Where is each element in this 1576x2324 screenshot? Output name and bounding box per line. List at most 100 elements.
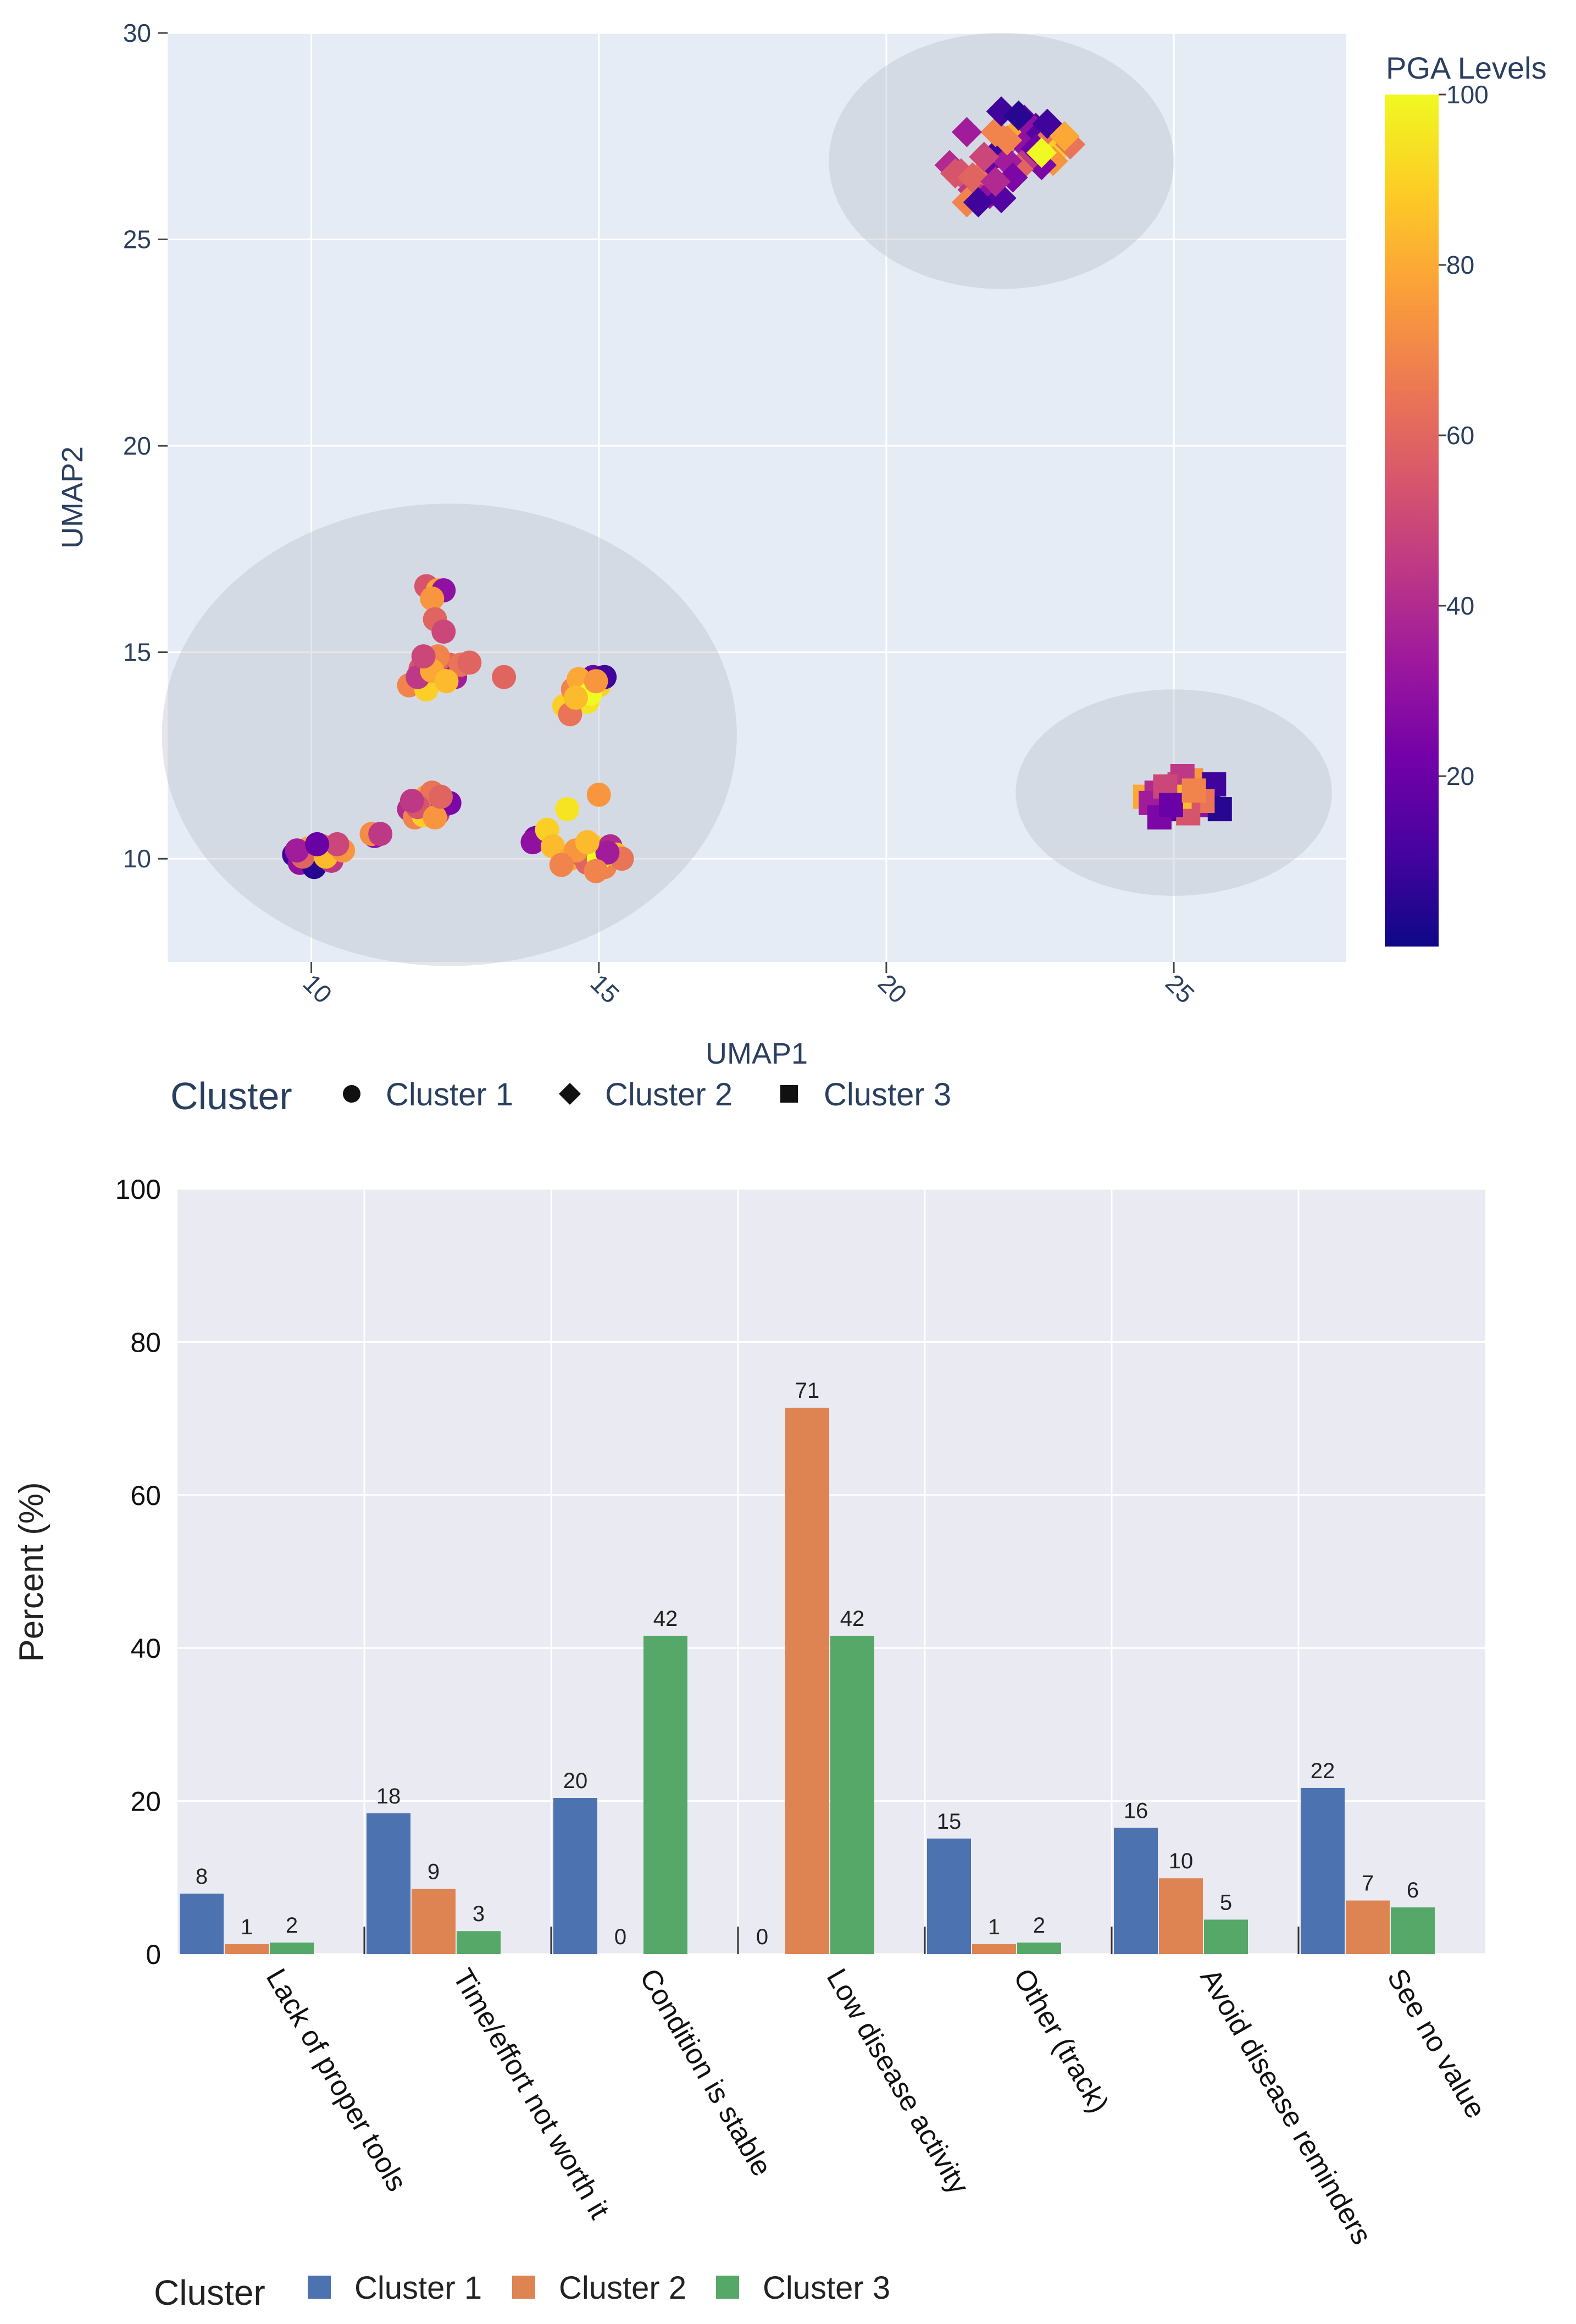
cluster-1-point <box>584 859 608 883</box>
bar-value-label: 1 <box>988 1915 1000 1939</box>
bar-legend-cluster-3: Cluster 3 <box>763 2270 890 2306</box>
bar-cluster-3 <box>830 1635 874 1954</box>
colorbar-tick-label: 20 <box>1446 762 1474 790</box>
bar-cluster-1 <box>1301 1788 1345 1954</box>
bar-value-label: 1 <box>241 1915 253 1939</box>
bar-cluster-3 <box>1017 1943 1061 1954</box>
bar-legend-title: Cluster <box>154 2273 265 2312</box>
bar-cluster-2 <box>785 1408 829 1954</box>
cluster-1-point <box>492 665 517 689</box>
bar-value-label: 5 <box>1220 1890 1232 1914</box>
scatter-y-tick-label: 20 <box>123 431 151 460</box>
bar-category-labels: Lack of proper tools Time/effort not wort… <box>260 1963 1492 2250</box>
bar-value-label: 6 <box>1407 1878 1419 1902</box>
cluster-1-point <box>429 784 453 809</box>
bar-x-ticks <box>363 1927 1300 1954</box>
scatter-legend-cluster-1: Cluster 1 <box>386 1077 513 1113</box>
cluster-1-point <box>586 782 611 807</box>
cluster-2-point <box>963 187 994 218</box>
cluster-2-point <box>969 141 1000 172</box>
cluster-1-point <box>305 832 330 856</box>
cluster-1-point <box>541 834 565 859</box>
cluster-3-point <box>1158 793 1183 817</box>
cluster-1-point <box>457 650 482 675</box>
bar-cluster-1 <box>1114 1828 1158 1954</box>
bar-cluster-2 <box>1346 1900 1390 1954</box>
bar-value-label: 8 <box>196 1864 208 1889</box>
scatter-x-tick-label: 10 <box>297 969 337 1009</box>
cluster-1-point <box>411 644 436 669</box>
bar-cluster-3 <box>270 1943 314 1954</box>
cluster-1-point <box>368 822 393 846</box>
cluster-2-point <box>1049 121 1080 152</box>
bar-cluster-2 <box>225 1944 269 1954</box>
bar-value-label: 2 <box>286 1913 298 1938</box>
cluster-1-point <box>584 669 608 694</box>
legend-cluster-2-diamond-icon <box>559 1083 581 1105</box>
cluster-2-point <box>951 117 982 147</box>
cluster-1-point <box>285 838 309 863</box>
bar-value-label: 9 <box>428 1860 440 1884</box>
bar-value-label: 18 <box>376 1784 401 1808</box>
scatter-y-ticks: 10 15 20 25 30 <box>123 19 168 873</box>
scatter-gridlines <box>168 32 1346 962</box>
bar-cluster-1 <box>927 1838 971 1954</box>
scatter-x-tick-label: 25 <box>1160 969 1200 1009</box>
cluster-2-point <box>1003 100 1034 131</box>
scatter-y-tick-label: 10 <box>123 844 151 873</box>
bar-cluster-2 <box>972 1944 1016 1954</box>
bar-value-labels: 8 18 20 0 15 16 22 1 9 0 71 1 10 7 2 3 42 42 2 5 6 <box>196 1379 1419 1949</box>
cluster-1-point <box>434 669 459 694</box>
scatter-x-tick-label: 15 <box>585 969 625 1009</box>
bar-cluster-2 <box>412 1889 456 1954</box>
cluster-1-point <box>555 797 580 822</box>
bar-cluster-3 <box>1391 1907 1435 1954</box>
cluster-1-point <box>431 619 456 644</box>
colorbar-ticks: 20 40 60 80 100 <box>1439 80 1489 790</box>
bar-value-label: 0 <box>614 1925 626 1949</box>
colorbar-tick-label: 60 <box>1446 421 1474 450</box>
legend-cluster-3-square-icon <box>780 1085 798 1103</box>
bar-cluster-1 <box>367 1813 410 1954</box>
bar-cluster-3 <box>1204 1919 1248 1954</box>
bar-value-label: 15 <box>937 1810 962 1834</box>
bar-category-label: Lack of proper tools <box>260 1963 413 2197</box>
bar-category-label: Condition is stable <box>634 1963 778 2182</box>
bar-value-label: 3 <box>473 1902 485 1926</box>
bar-cluster-3 <box>643 1635 687 1954</box>
bar-value-label: 42 <box>840 1607 865 1631</box>
bar-cluster-1 <box>180 1894 224 1954</box>
bar-value-label: 42 <box>653 1607 678 1631</box>
cluster-2-point <box>957 162 988 193</box>
bar-value-label: 20 <box>563 1769 588 1793</box>
colorbar-tick-label: 80 <box>1446 251 1474 279</box>
cluster-2-point <box>992 125 1023 156</box>
scatter-y-axis-title: UMAP2 <box>56 446 89 549</box>
cluster-1-point <box>423 805 447 830</box>
cluster-ellipse <box>162 503 737 966</box>
scatter-x-ticks: 10 15 20 25 <box>297 962 1200 1009</box>
bar-value-label: 71 <box>795 1379 820 1403</box>
colorbar-title: PGA Levels <box>1386 51 1547 85</box>
bar-legend: Cluster Cluster 1 Cluster 2 Cluster 3 <box>154 2270 890 2312</box>
bar-category-label: Low disease activity <box>820 1963 975 2199</box>
scatter-y-tick-label: 25 <box>123 225 151 254</box>
bar-category-label: Other (track) <box>1007 1963 1115 2118</box>
pga-colorbar: PGA Levels 20 40 60 80 100 <box>1385 51 1547 947</box>
colorbar-tick-label: 40 <box>1446 591 1474 620</box>
bar-value-label: 0 <box>756 1925 768 1949</box>
scatter-y-tick-label: 30 <box>123 19 151 47</box>
bar-category-label: Time/effort not worth it <box>447 1963 616 2225</box>
bar-y-ticks: 0 20 40 60 80 100 <box>115 1174 161 1970</box>
bar-legend-cluster-1: Cluster 1 <box>354 2270 482 2306</box>
cluster-1-point <box>399 789 424 814</box>
bar-value-label: 22 <box>1311 1759 1335 1783</box>
bar-y-tick-label: 80 <box>130 1327 161 1358</box>
colorbar-gradient <box>1385 95 1439 947</box>
cluster-3-point <box>1181 778 1206 803</box>
scatter-points <box>282 96 1232 883</box>
legend-cluster-3-swatch <box>716 2276 739 2299</box>
cluster-1-point <box>325 832 349 856</box>
cluster-2-point <box>980 166 1011 197</box>
